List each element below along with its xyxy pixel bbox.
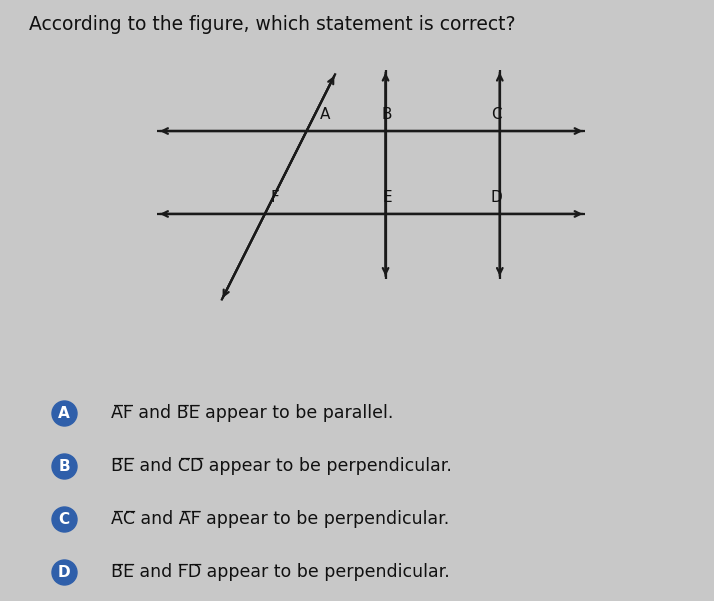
Text: According to the figure, which statement is correct?: According to the figure, which statement… (29, 15, 515, 34)
Text: D: D (58, 565, 71, 579)
Text: B̅̅E̅̅ and F̅̅D̅̅ appear to be perpendicular.: B̅̅E̅̅ and F̅̅D̅̅ appear to be perpendic… (111, 563, 449, 581)
Text: B: B (59, 459, 70, 474)
Text: E: E (382, 190, 392, 205)
Text: D: D (491, 190, 502, 205)
Text: A: A (59, 406, 70, 421)
Text: A̅̅F̅̅ and B̅̅E̅̅ appear to be parallel.: A̅̅F̅̅ and B̅̅E̅̅ appear to be parallel. (111, 404, 393, 423)
Text: B̅̅E̅̅ and C̅̅D̅̅ appear to be perpendicular.: B̅̅E̅̅ and C̅̅D̅̅ appear to be perpendic… (111, 457, 451, 475)
Text: F: F (271, 190, 279, 205)
Text: B: B (382, 107, 392, 122)
Text: C: C (491, 107, 501, 122)
Text: C: C (59, 512, 70, 526)
Text: A̅̅C̅̅ and A̅̅F̅̅ appear to be perpendicular.: A̅̅C̅̅ and A̅̅F̅̅ appear to be perpendic… (111, 510, 449, 528)
Text: A: A (320, 107, 330, 122)
